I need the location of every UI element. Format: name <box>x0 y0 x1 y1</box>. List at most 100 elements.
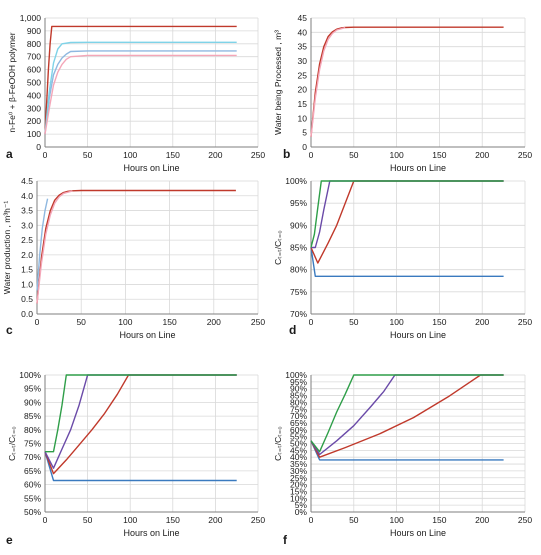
series-line-e-1 <box>44 451 237 482</box>
panel-letter: b <box>283 147 290 161</box>
panel-letter: a <box>6 147 13 161</box>
x-tick-label: 250 <box>251 317 265 327</box>
y-tick-label: 50% <box>24 507 41 517</box>
x-tick-label: 150 <box>432 317 446 327</box>
series-line-c-3 <box>36 198 49 291</box>
y-tick-label: 10% <box>290 493 307 503</box>
series-line-a-2 <box>44 50 237 135</box>
y-tick-label: 100 <box>27 129 41 139</box>
series-line-a-3 <box>44 41 237 135</box>
y-tick-label: 35 <box>298 42 308 52</box>
series-line-c-1 <box>36 189 236 304</box>
y-tick-label: 800 <box>27 39 41 49</box>
x-tick-label: 0 <box>35 317 40 327</box>
y-tick-label: 30 <box>298 56 308 66</box>
series-line-f-3 <box>310 374 504 456</box>
series-line-f-2 <box>310 374 504 458</box>
x-tick-label: 250 <box>251 150 265 160</box>
x-tick-label: 100 <box>390 150 404 160</box>
y-tick-label: 100% <box>285 370 307 380</box>
y-tick-label: 4.5 <box>21 176 33 186</box>
x-tick-label: 0 <box>43 515 48 525</box>
series-line-a-4 <box>44 54 237 135</box>
x-tick-label: 100 <box>390 515 404 525</box>
y-tick-label: 25 <box>298 70 308 80</box>
x-tick-label: 200 <box>208 515 222 525</box>
panel-c: 0.0 0.5 1.0 1.5 2.0 2.5 3.0 3.5 4.0 4.5 0 50 100 150 2… <box>2 176 265 340</box>
panel-e: 50% 55% 60% 65% 70% 75% 80% 85% 90% 95% 100% 0 50 100… <box>6 370 265 547</box>
y-tick-label: 5% <box>295 500 308 510</box>
panel-letter: d <box>289 323 296 337</box>
y-tick-label: 600 <box>27 65 41 75</box>
x-tick-label: 0 <box>43 150 48 160</box>
x-axis-title: Hours on Line <box>119 330 175 340</box>
y-axis-title: Cₜ₌ₜ/Cₜ₌₀ <box>7 426 17 461</box>
y-tick-label: 400 <box>27 90 41 100</box>
y-tick-label: 85% <box>290 391 307 401</box>
x-tick-label: 0 <box>309 317 314 327</box>
y-tick-label: 2.0 <box>21 250 33 260</box>
y-tick-label: 95% <box>290 198 307 208</box>
y-axis-title: Water production , m³h⁻¹ <box>2 201 12 295</box>
panel-f: 0%5%10%15%20%25%30%35%40%45%50%55%60%65%… <box>273 370 532 547</box>
series-line-d-2 <box>310 180 504 264</box>
y-tick-label: 20 <box>298 85 308 95</box>
y-tick-label: 40 <box>298 27 308 37</box>
y-tick-label: 1.0 <box>21 279 33 289</box>
series-line-c-2 <box>36 190 73 304</box>
x-tick-label: 50 <box>349 515 359 525</box>
y-tick-label: 1.5 <box>21 265 33 275</box>
panel-a: 0 100 200 300 400 500 600 700 800 900 1,000 0 50 100 1… <box>6 13 265 173</box>
x-tick-label: 200 <box>207 317 221 327</box>
y-tick-label: 10 <box>298 113 308 123</box>
y-tick-label: 70% <box>290 309 307 319</box>
x-tick-label: 250 <box>518 150 532 160</box>
y-tick-label: 3.5 <box>21 206 33 216</box>
series-line-d-3 <box>311 180 504 249</box>
y-tick-label: 85% <box>24 411 41 421</box>
y-axis-title: Cₜ₌ₜ/Cₜ₌₀ <box>273 426 283 461</box>
y-tick-label: 35% <box>290 459 307 469</box>
x-tick-label: 150 <box>166 150 180 160</box>
y-tick-label: 25% <box>290 473 307 483</box>
x-tick-label: 0 <box>309 150 314 160</box>
panel-b: 0 5 10 15 20 25 30 35 40 45 0 50 100 150 200 250 Hours o… <box>273 13 532 173</box>
y-tick-label: 75% <box>24 439 41 449</box>
y-tick-label: 3.0 <box>21 220 33 230</box>
panel-d: 70% 75% 80% 85% 90% 95% 100% 0 50 100 150 200 250 Hou… <box>273 176 532 340</box>
x-axis-title: Hours on Line <box>390 528 446 538</box>
series-line-d-4 <box>310 180 504 248</box>
y-tick-label: 4.0 <box>21 191 33 201</box>
y-tick-label: 5 <box>302 128 307 138</box>
series-line-d-1 <box>310 247 504 277</box>
x-tick-label: 100 <box>123 515 137 525</box>
y-tick-label: 70% <box>24 452 41 462</box>
x-tick-label: 200 <box>475 150 489 160</box>
y-tick-label: 55% <box>290 432 307 442</box>
y-tick-label: 0 <box>36 142 41 152</box>
y-tick-label: 90% <box>24 397 41 407</box>
x-tick-label: 250 <box>518 515 532 525</box>
y-tick-label: 100% <box>285 176 307 186</box>
x-tick-label: 150 <box>432 515 446 525</box>
y-tick-label: 80% <box>24 425 41 435</box>
y-tick-label: 55% <box>24 493 41 503</box>
y-tick-label: 80% <box>290 397 307 407</box>
panel-letter: c <box>6 323 13 337</box>
y-tick-label: 45% <box>290 445 307 455</box>
x-axis-title: Hours on Line <box>123 528 179 538</box>
x-axis-title: Hours on Line <box>390 330 446 340</box>
y-tick-label: 200 <box>27 116 41 126</box>
x-axis-title: Hours on Line <box>123 163 179 173</box>
y-tick-label: 100% <box>19 370 41 380</box>
y-tick-label: 1,000 <box>20 13 42 23</box>
y-tick-label: 90% <box>290 384 307 394</box>
y-axis-title: Cₜ₌ₜ/Cₜ₌₀ <box>273 230 283 265</box>
y-tick-label: 2.5 <box>21 235 33 245</box>
y-tick-label: 75% <box>290 287 307 297</box>
x-tick-label: 50 <box>349 317 359 327</box>
panel-letter: f <box>283 533 288 547</box>
x-tick-label: 100 <box>123 150 137 160</box>
